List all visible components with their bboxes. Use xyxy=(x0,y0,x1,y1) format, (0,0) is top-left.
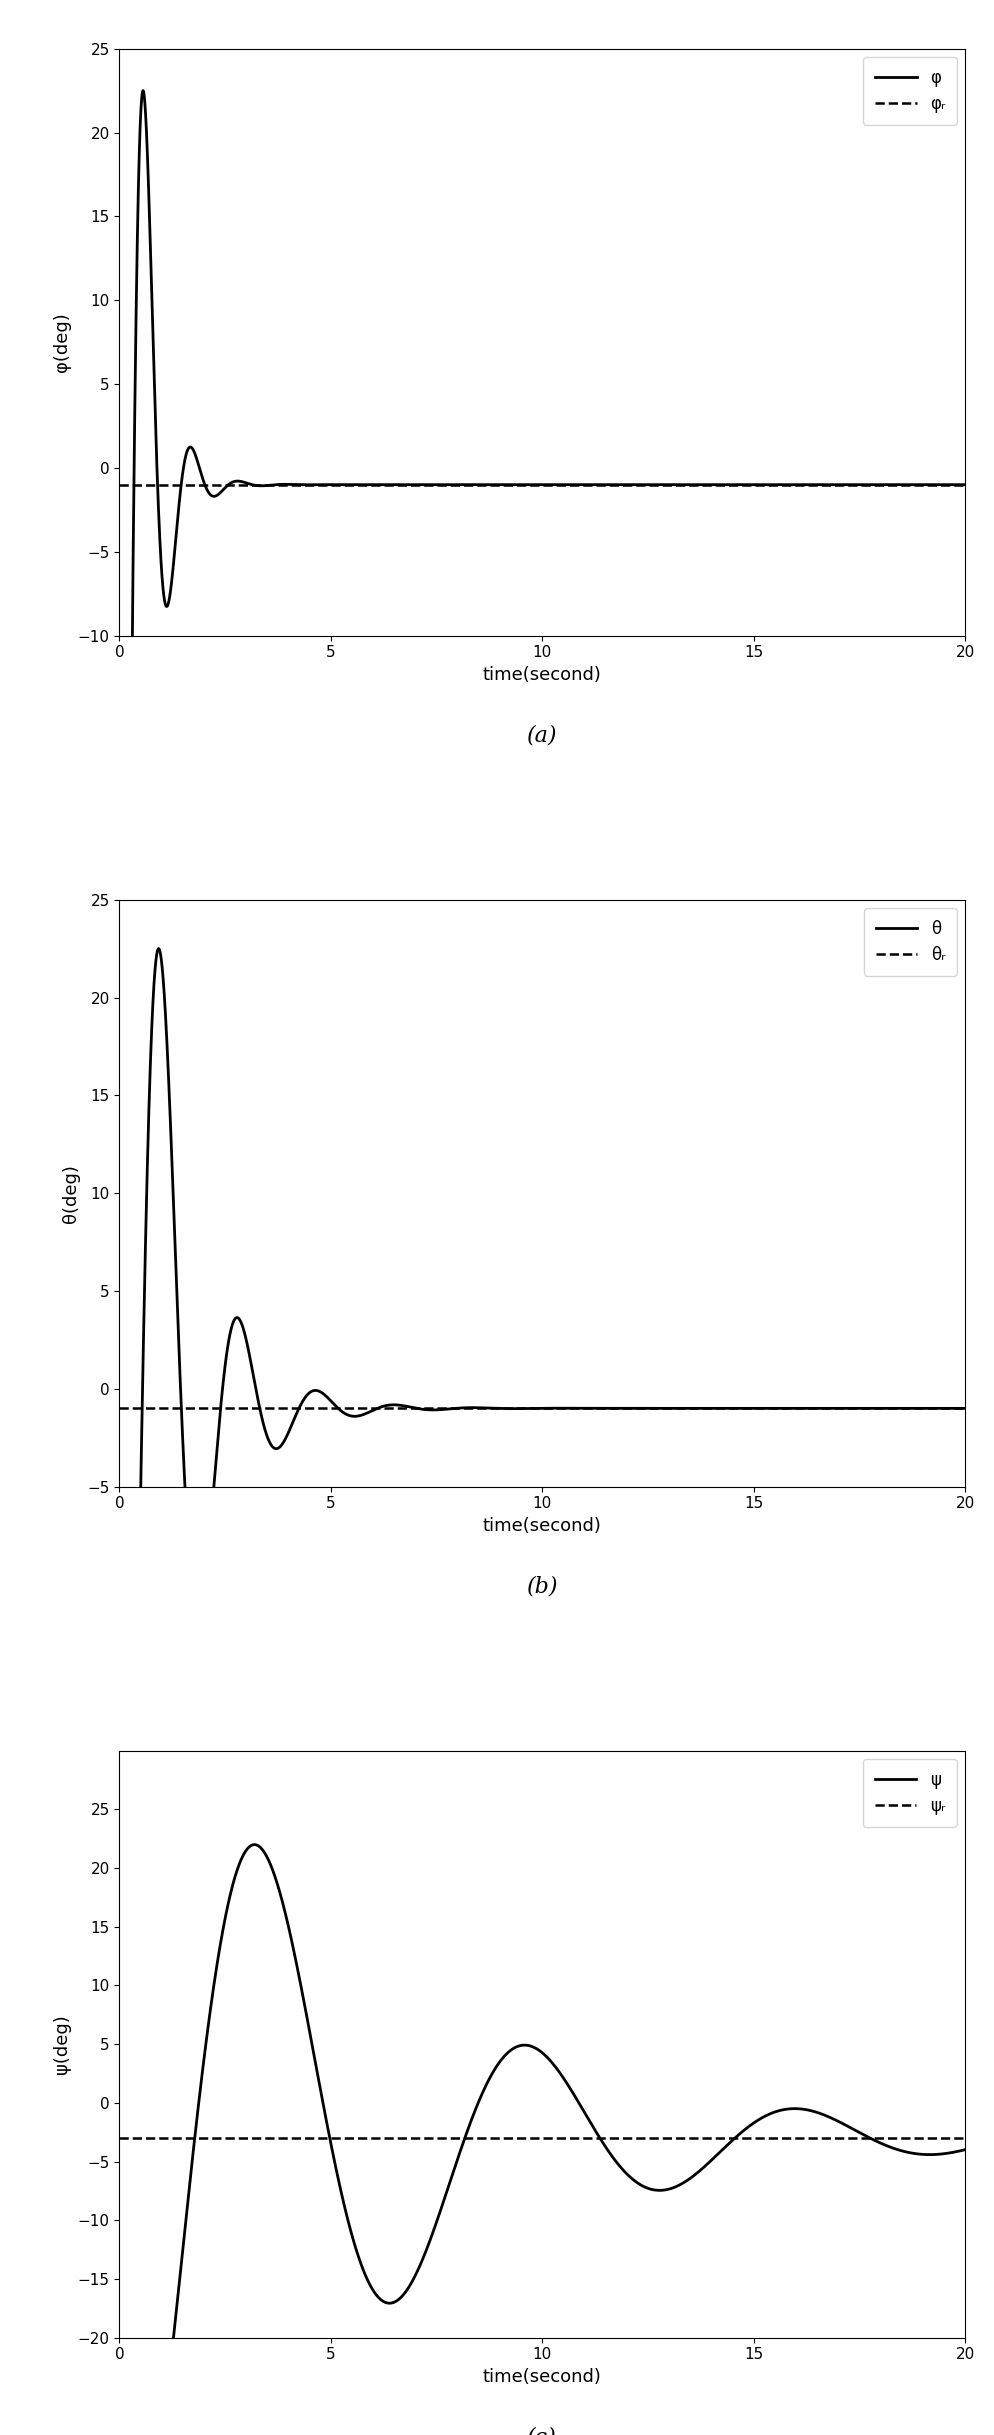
θ xyxy=(913,1393,925,1422)
ψ xyxy=(527,2033,539,2062)
φ xyxy=(117,1583,129,1612)
Line: ψ: ψ xyxy=(119,1846,964,2435)
Line: φ: φ xyxy=(119,90,964,1758)
Y-axis label: ψ(deg): ψ(deg) xyxy=(53,2014,71,2075)
ψ xyxy=(958,2135,970,2165)
φ xyxy=(137,75,149,105)
θ xyxy=(152,935,164,964)
Legend: θ, θᵣ: θ, θᵣ xyxy=(863,908,956,976)
ψ xyxy=(913,2140,925,2170)
φ xyxy=(527,470,539,499)
θ xyxy=(164,1098,176,1127)
Title: (a): (a) xyxy=(527,723,557,745)
X-axis label: time(second): time(second) xyxy=(482,1517,601,1534)
X-axis label: time(second): time(second) xyxy=(482,665,601,684)
ψᵣ xyxy=(155,2123,167,2153)
Title: (b): (b) xyxy=(526,1575,558,1597)
θᵣ xyxy=(155,1393,167,1422)
Y-axis label: φ(deg): φ(deg) xyxy=(53,312,71,373)
φᵣ xyxy=(113,470,125,499)
θ xyxy=(527,1393,539,1422)
Line: θ: θ xyxy=(119,950,964,2435)
θ xyxy=(117,2379,129,2408)
θ xyxy=(279,1424,291,1454)
Title: (c): (c) xyxy=(527,2425,557,2435)
φ xyxy=(913,470,925,499)
φ xyxy=(164,580,176,609)
Legend: ψ, ψᵣ: ψ, ψᵣ xyxy=(862,1758,956,1826)
ψᵣ xyxy=(113,2123,125,2153)
ψ xyxy=(279,1899,291,1929)
X-axis label: time(second): time(second) xyxy=(482,2367,601,2386)
ψ xyxy=(248,1831,260,1860)
θᵣ xyxy=(113,1393,125,1422)
φᵣ xyxy=(155,470,167,499)
Legend: φ, φᵣ: φ, φᵣ xyxy=(863,56,956,124)
φ xyxy=(148,377,160,407)
ψ xyxy=(164,2357,176,2386)
θ xyxy=(113,2428,125,2435)
Y-axis label: θ(deg): θ(deg) xyxy=(63,1164,81,1222)
θ xyxy=(148,962,160,991)
φ xyxy=(958,470,970,499)
φ xyxy=(113,1743,125,1773)
θ xyxy=(958,1393,970,1422)
φ xyxy=(279,470,291,499)
